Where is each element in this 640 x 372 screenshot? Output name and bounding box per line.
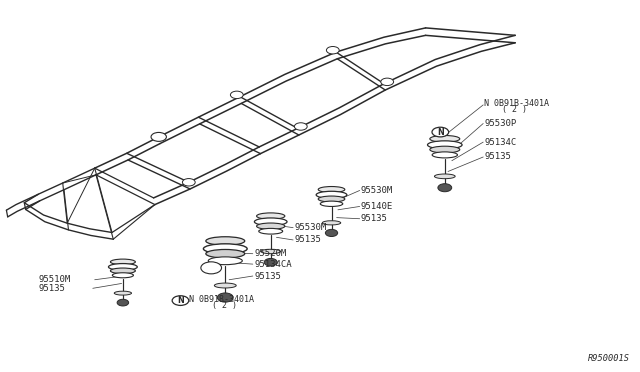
Circle shape bbox=[294, 123, 307, 130]
Circle shape bbox=[172, 296, 189, 305]
Ellipse shape bbox=[257, 213, 285, 219]
Text: N 0B918-3401A: N 0B918-3401A bbox=[189, 295, 255, 304]
Text: 95530P: 95530P bbox=[484, 119, 516, 128]
Text: R950001S: R950001S bbox=[588, 354, 630, 363]
Circle shape bbox=[151, 132, 166, 141]
Text: 95135: 95135 bbox=[484, 153, 511, 161]
Ellipse shape bbox=[204, 244, 247, 254]
Circle shape bbox=[432, 127, 449, 137]
Text: N: N bbox=[177, 296, 184, 305]
Ellipse shape bbox=[206, 250, 244, 258]
Ellipse shape bbox=[206, 237, 244, 245]
Ellipse shape bbox=[430, 135, 460, 142]
Ellipse shape bbox=[323, 221, 340, 225]
Text: 95135: 95135 bbox=[294, 235, 321, 244]
Circle shape bbox=[381, 78, 394, 86]
Text: 95135: 95135 bbox=[38, 284, 65, 293]
Ellipse shape bbox=[316, 191, 347, 198]
Text: 95134C: 95134C bbox=[484, 138, 516, 147]
Text: 95530M: 95530M bbox=[361, 186, 393, 195]
Ellipse shape bbox=[254, 218, 287, 225]
Text: N: N bbox=[437, 128, 444, 137]
Text: 95520M: 95520M bbox=[254, 249, 286, 258]
Text: ( 2 ): ( 2 ) bbox=[492, 105, 527, 114]
Ellipse shape bbox=[208, 257, 243, 264]
Text: N 0B91B-3401A: N 0B91B-3401A bbox=[484, 99, 550, 108]
Ellipse shape bbox=[428, 141, 462, 149]
Ellipse shape bbox=[257, 223, 285, 229]
Text: 95140E: 95140E bbox=[361, 202, 393, 211]
Ellipse shape bbox=[430, 146, 460, 153]
Circle shape bbox=[438, 184, 452, 192]
Circle shape bbox=[230, 91, 243, 99]
Ellipse shape bbox=[110, 268, 136, 274]
Circle shape bbox=[264, 259, 277, 266]
Text: 95135: 95135 bbox=[361, 214, 388, 223]
Ellipse shape bbox=[320, 201, 343, 206]
Ellipse shape bbox=[114, 291, 132, 295]
Circle shape bbox=[218, 293, 233, 302]
Ellipse shape bbox=[259, 228, 283, 234]
Ellipse shape bbox=[110, 259, 136, 265]
Ellipse shape bbox=[432, 152, 458, 158]
Circle shape bbox=[325, 230, 338, 237]
Circle shape bbox=[117, 299, 129, 306]
Text: 95510M: 95510M bbox=[38, 275, 70, 284]
Text: 95530M: 95530M bbox=[294, 223, 326, 232]
Ellipse shape bbox=[261, 249, 280, 254]
Ellipse shape bbox=[214, 283, 236, 288]
Ellipse shape bbox=[113, 273, 134, 278]
Circle shape bbox=[182, 179, 195, 186]
Ellipse shape bbox=[108, 263, 138, 270]
Circle shape bbox=[201, 262, 221, 274]
Ellipse shape bbox=[435, 174, 455, 179]
Ellipse shape bbox=[318, 196, 345, 202]
Text: ( 2 ): ( 2 ) bbox=[192, 301, 237, 310]
Ellipse shape bbox=[318, 186, 345, 192]
Text: 95135: 95135 bbox=[254, 272, 281, 280]
Circle shape bbox=[326, 46, 339, 54]
Text: 95134CA: 95134CA bbox=[254, 260, 292, 269]
